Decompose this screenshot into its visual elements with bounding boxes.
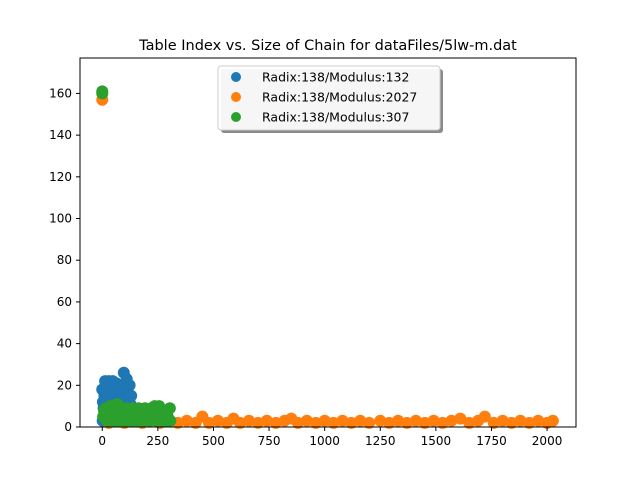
- data-point: [96, 87, 109, 100]
- x-axis: 0 250 500 750 1000 1250 1500 1750 2000: [98, 427, 562, 448]
- y-axis: 0 20 40 60 80 100 120 140 160: [49, 86, 80, 434]
- data-point: [478, 410, 491, 423]
- x-tick-label: 250: [146, 434, 169, 448]
- series-3-points: [96, 85, 177, 427]
- y-tick-label: 100: [49, 212, 72, 226]
- data-point: [123, 379, 136, 392]
- x-tick-label: 1500: [421, 434, 452, 448]
- plot-frame: [79, 57, 577, 428]
- y-tick-label: 0: [64, 420, 72, 434]
- y-tick-label: 160: [49, 86, 72, 100]
- legend: Radix:138/Modulus:132 Radix:138/Modulus:2…: [217, 65, 443, 133]
- x-tick-label: 1250: [365, 434, 396, 448]
- y-tick-label: 60: [57, 295, 72, 309]
- legend-marker: [231, 92, 241, 102]
- x-tick-label: 750: [258, 434, 281, 448]
- y-tick-label: 40: [57, 337, 72, 351]
- x-tick-label: 1000: [309, 434, 340, 448]
- y-tick-label: 140: [49, 128, 72, 142]
- legend-label: Radix:138/Modulus:132: [262, 70, 409, 85]
- legend-marker: [231, 72, 241, 82]
- data-point: [163, 402, 176, 415]
- legend-marker: [231, 112, 241, 122]
- y-tick-label: 120: [49, 170, 72, 184]
- data-point: [454, 412, 467, 425]
- data-point: [546, 414, 559, 427]
- x-tick-label: 500: [202, 434, 225, 448]
- y-tick-label: 80: [57, 253, 72, 267]
- x-tick-label: 0: [98, 434, 106, 448]
- y-tick-label: 20: [57, 378, 72, 392]
- data-point: [363, 416, 376, 429]
- legend-label: Radix:138/Modulus:2027: [262, 90, 417, 105]
- data-point: [164, 414, 177, 427]
- data-point: [125, 389, 138, 402]
- data-points: [96, 85, 559, 429]
- legend-box: [217, 65, 441, 131]
- legend-label: Radix:138/Modulus:307: [262, 110, 409, 125]
- x-tick-label: 2000: [532, 434, 563, 448]
- chart-title: Table Index vs. Size of Chain for dataFi…: [138, 38, 517, 54]
- x-tick-label: 1750: [476, 434, 507, 448]
